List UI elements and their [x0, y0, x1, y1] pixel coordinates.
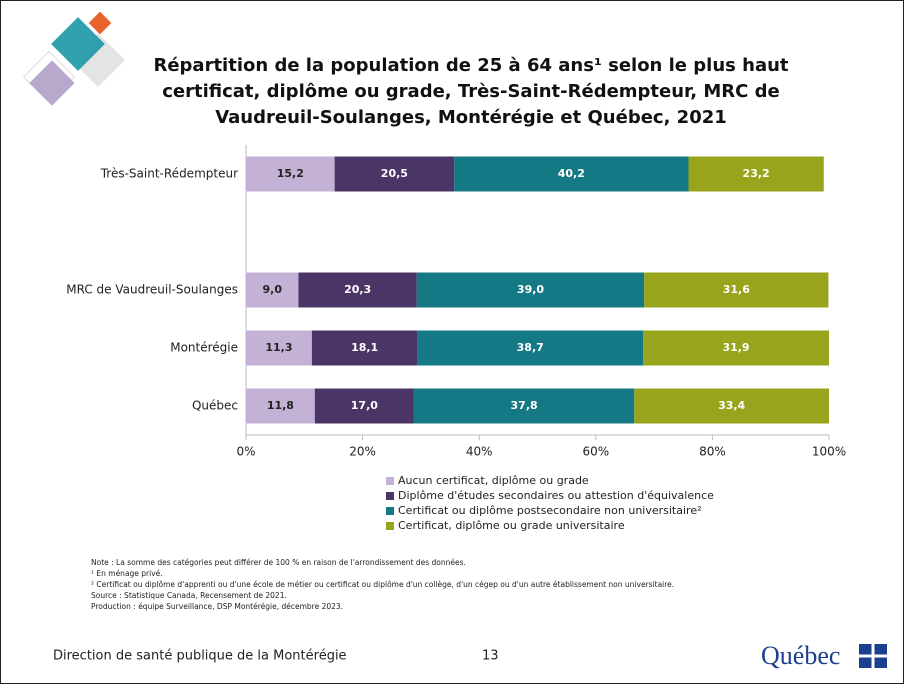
x-tick-label: 60% [582, 445, 609, 459]
value-label: 9,0 [262, 283, 282, 296]
page-number: 13 [482, 649, 499, 664]
note: ² Certificat ou diplôme d'apprenti ou d'… [91, 580, 674, 589]
x-tick-label: 0% [236, 445, 255, 459]
note: Source : Statistique Canada, Recensement… [91, 591, 287, 600]
chart-title: Répartition de la population de 25 à 64 … [111, 53, 831, 131]
legend-swatch [386, 477, 394, 485]
value-label: 11,8 [267, 399, 294, 412]
y-tick-label: Québec [192, 399, 238, 413]
legend-label: Certificat, diplôme ou grade universitai… [398, 519, 625, 532]
x-tick-label: 80% [699, 445, 726, 459]
note: Production : équipe Surveillance, DSP Mo… [91, 602, 343, 611]
y-tick-label: Montérégie [170, 341, 238, 355]
legend-label: Certificat ou diplôme postsecondaire non… [398, 504, 702, 517]
value-label: 20,5 [381, 167, 408, 180]
value-label: 40,2 [558, 167, 585, 180]
x-tick-label: 40% [466, 445, 493, 459]
value-label: 18,1 [351, 341, 378, 354]
footer-organization: Direction de santé publique de la Montér… [53, 649, 347, 664]
x-tick-label: 20% [349, 445, 376, 459]
x-tick-label: 100% [812, 445, 846, 459]
value-label: 15,2 [277, 167, 304, 180]
logo-flag [859, 644, 887, 668]
legend-swatch [386, 492, 394, 500]
legend-swatch [386, 507, 394, 515]
value-label: 31,9 [722, 341, 749, 354]
value-label: 17,0 [351, 399, 378, 412]
value-label: 38,7 [517, 341, 544, 354]
value-label: 33,4 [718, 399, 745, 412]
note: Note : La somme des catégories peut diff… [91, 558, 466, 567]
value-label: 37,8 [511, 399, 538, 412]
value-label: 11,3 [265, 341, 292, 354]
value-label: 20,3 [344, 283, 371, 296]
decoration [24, 12, 125, 106]
note: ¹ En ménage privé. [91, 569, 163, 578]
value-label: 39,0 [517, 283, 544, 296]
legend-label: Aucun certificat, diplôme ou grade [398, 474, 589, 487]
logo-text: Québec [761, 641, 840, 670]
y-tick-label: MRC de Vaudreuil-Soulanges [66, 283, 238, 297]
value-label: 31,6 [723, 283, 750, 296]
y-tick-label: Très-Saint-Rédempteur [100, 167, 238, 181]
legend-label: Diplôme d'études secondaires ou attestio… [398, 489, 714, 502]
slide: Direction de santé publique de la Montér… [0, 0, 904, 684]
legend-swatch [386, 522, 394, 530]
value-label: 23,2 [743, 167, 770, 180]
